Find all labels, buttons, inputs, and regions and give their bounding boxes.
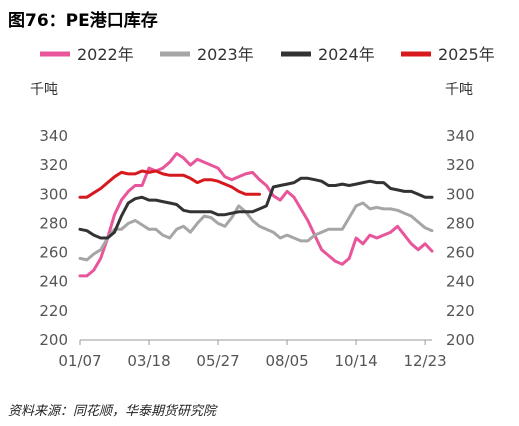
- x-tick-label: 03/18: [127, 352, 170, 370]
- legend-label: 2024年: [318, 45, 375, 64]
- x-tick-label: 12/23: [403, 352, 446, 370]
- series-line: [78, 152, 434, 278]
- y-tick-label-right: 260: [446, 244, 475, 262]
- series-line: [78, 169, 261, 199]
- y-tick-label-left: 340: [39, 127, 68, 145]
- legend-label: 2023年: [197, 45, 254, 64]
- y-tick-label-left: 240: [39, 273, 68, 291]
- legend: 2022年 2023年 2024年 2025年: [40, 45, 495, 64]
- legend-label: 2025年: [438, 45, 495, 64]
- y-tick-label-left: 300: [39, 185, 68, 203]
- page-title: 图76：PE港口库存: [8, 11, 158, 31]
- legend-label: 2022年: [77, 45, 134, 64]
- x-tick-label: 10/14: [334, 352, 377, 370]
- y-axis-unit-left: 千吨: [30, 82, 58, 98]
- y-tick-label-left: 280: [39, 214, 68, 232]
- series-line: [78, 201, 434, 262]
- source-note: 资料来源：同花顺，华泰期货研究院: [8, 404, 217, 419]
- y-tick-label-right: 220: [446, 302, 475, 320]
- series-line: [78, 176, 434, 240]
- y-tick-label-left: 200: [39, 331, 68, 349]
- y-ticks-right: 200 220 240 260 280 300 320 340: [446, 127, 475, 349]
- y-axis-unit-right: 千吨: [445, 82, 473, 98]
- chart: 2022年 2023年 2024年 2025年 千吨 千吨 2002202402602…: [30, 45, 495, 370]
- x-tick-label: 05/27: [196, 352, 239, 370]
- y-tick-label-right: 200: [446, 331, 475, 349]
- series-lines: [78, 152, 434, 278]
- y-tick-label-right: 320: [446, 156, 475, 174]
- y-tick-label-right: 280: [446, 214, 475, 232]
- x-tick-label: 08/05: [265, 352, 308, 370]
- y-tick-label-right: 340: [446, 127, 475, 145]
- x-tick-label: 01/07: [58, 352, 101, 370]
- y-tick-label-left: 220: [39, 302, 68, 320]
- y-tick-label-left: 260: [39, 244, 68, 262]
- y-tick-label-right: 300: [446, 185, 475, 203]
- y-ticks-left: 200 220 240 260 280 300 320 340: [39, 127, 68, 349]
- y-tick-label-right: 240: [446, 273, 475, 291]
- x-ticks: 01/07 03/18 05/27 08/05 10/14 12/23: [58, 340, 447, 370]
- y-tick-label-left: 320: [39, 156, 68, 174]
